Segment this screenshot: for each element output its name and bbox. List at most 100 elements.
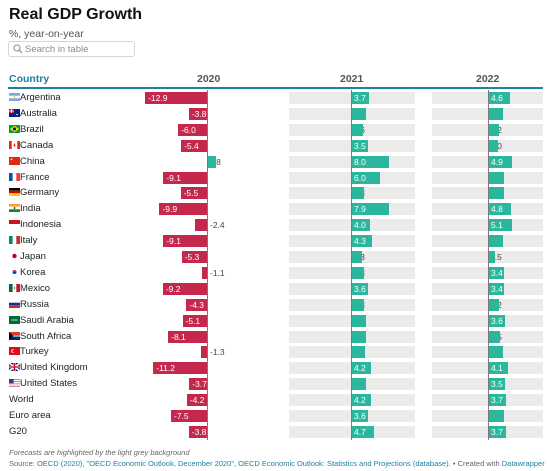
source-link[interactable]: OECD (2020), "OECD Economic Outlook, Dec… bbox=[36, 459, 451, 468]
bar-2022 bbox=[488, 410, 504, 422]
bar-label-2022: 4.9 bbox=[491, 156, 503, 167]
search-input[interactable] bbox=[25, 42, 131, 56]
zero-line-2022 bbox=[488, 233, 489, 250]
zero-line-2020 bbox=[207, 233, 208, 250]
bar-2020 bbox=[200, 346, 207, 359]
zero-line-2020 bbox=[207, 408, 208, 424]
indonesia-flag-icon bbox=[9, 220, 20, 229]
country-name: Korea bbox=[20, 266, 46, 278]
bar-2021 bbox=[351, 139, 368, 152]
bar-2020 bbox=[186, 394, 207, 407]
bar-2020 bbox=[163, 171, 207, 184]
zero-line-2021 bbox=[351, 344, 352, 361]
forecast-background-2022 bbox=[432, 171, 543, 184]
country-name: Italy bbox=[20, 235, 38, 247]
bar-2022 bbox=[488, 346, 504, 359]
table-row: Turkey-1.32.93.2 bbox=[0, 344, 550, 361]
bar-2021 bbox=[351, 425, 374, 438]
table-row: Argentina -12.9 3.7 4.6 bbox=[0, 90, 550, 106]
canada-flag-icon bbox=[9, 140, 20, 149]
column-header-2021[interactable]: 2021 bbox=[340, 73, 364, 85]
forecast-background-2022 bbox=[432, 235, 543, 248]
zero-line-2020 bbox=[207, 312, 208, 329]
column-header-2020[interactable]: 2020 bbox=[197, 73, 221, 85]
bar-2021 bbox=[351, 235, 372, 248]
forecast-background-2022 bbox=[432, 123, 543, 136]
bar-2022 bbox=[488, 394, 506, 407]
zero-line-2022 bbox=[488, 344, 489, 361]
bar-label-2020: -9.9 bbox=[162, 204, 178, 215]
bar-label-2021: 4.7 bbox=[354, 426, 366, 437]
country-name: Indonesia bbox=[20, 219, 62, 231]
bar-2021 bbox=[351, 378, 367, 391]
forecast-background-2022 bbox=[432, 346, 543, 359]
bar-2020 bbox=[145, 92, 207, 104]
bar-2022 bbox=[488, 155, 512, 168]
country-name: Canada bbox=[20, 139, 54, 151]
zero-line-2021 bbox=[351, 185, 352, 202]
zero-line-2020 bbox=[207, 201, 208, 218]
zero-line-2020 bbox=[207, 360, 208, 377]
header-divider bbox=[8, 87, 543, 89]
country-name: Russia bbox=[20, 298, 50, 310]
forecast-background-2022 bbox=[432, 330, 543, 343]
country-name: Australia bbox=[20, 107, 57, 119]
bar-label-2021: 3.6 bbox=[354, 411, 366, 421]
zero-line-2021 bbox=[351, 423, 352, 440]
zero-line-2022 bbox=[488, 360, 489, 377]
forecast-background-2022 bbox=[432, 362, 543, 375]
bar-2022 bbox=[488, 107, 503, 120]
bar-label-2020: -5.1 bbox=[185, 315, 201, 326]
column-header-2022[interactable]: 2022 bbox=[476, 73, 500, 85]
zero-line-2021 bbox=[351, 264, 352, 281]
chart-title: Real GDP Growth bbox=[9, 6, 143, 23]
zero-line-2022 bbox=[488, 376, 489, 393]
bar-2022 bbox=[488, 123, 499, 136]
zero-line-2021 bbox=[351, 392, 352, 409]
bar-label-2021: 4.0 bbox=[354, 220, 366, 231]
datawrapper-link[interactable]: Datawrapper bbox=[501, 459, 545, 468]
zero-line-2022 bbox=[488, 169, 489, 186]
zero-line-2022 bbox=[488, 153, 489, 170]
table-row: Indonesia -2.4 4.0 5.1 bbox=[0, 217, 550, 234]
forecast-background-2022 bbox=[432, 314, 543, 327]
country-name: Japan bbox=[20, 251, 46, 262]
bar-2021 bbox=[351, 314, 367, 327]
bar-label-2020: -5.5 bbox=[183, 188, 199, 199]
bar-label-2020: -8.1 bbox=[171, 331, 186, 342]
zero-line-2020 bbox=[207, 90, 208, 106]
bar-2021 bbox=[351, 251, 363, 263]
country-name: China bbox=[20, 155, 45, 167]
zero-line-2022 bbox=[488, 296, 489, 313]
bar-2021 bbox=[351, 410, 369, 422]
bar-2020 bbox=[168, 330, 207, 343]
zero-line-2020 bbox=[207, 296, 208, 313]
search-box[interactable] bbox=[8, 41, 135, 57]
bar-label-2021: 4.3 bbox=[354, 236, 366, 247]
forecast-background-2022 bbox=[432, 155, 543, 168]
country-name: Turkey bbox=[20, 346, 49, 358]
forecast-background-2022 bbox=[432, 92, 543, 104]
bar-2022 bbox=[488, 425, 506, 438]
bar-label-2022: 5.1 bbox=[491, 220, 503, 231]
source-prefix: Source: bbox=[9, 459, 37, 468]
zero-line-2022 bbox=[488, 312, 489, 329]
bar-label-2022: 4.8 bbox=[491, 204, 503, 215]
bar-2020 bbox=[162, 282, 207, 295]
bar-label-2020: -3.8 bbox=[191, 426, 207, 437]
zero-line-2020 bbox=[207, 328, 208, 345]
bar-2021 bbox=[351, 203, 389, 216]
country-name: G20 bbox=[9, 425, 27, 437]
china-flag-icon bbox=[9, 156, 20, 165]
bar-label-2021: 3.5 bbox=[354, 140, 366, 151]
bar-label-2021: 4.2 bbox=[354, 395, 366, 406]
country-name: Brazil bbox=[20, 123, 44, 135]
column-header-country[interactable]: Country bbox=[9, 73, 50, 85]
country-name: Saudi Arabia bbox=[20, 314, 74, 326]
zero-line-2022 bbox=[488, 105, 489, 122]
bar-label-2021: 6.0 bbox=[354, 172, 366, 183]
zero-line-2021 bbox=[351, 280, 352, 297]
zero-line-2022 bbox=[488, 90, 489, 106]
table-row: China1.88.04.9 bbox=[0, 153, 550, 170]
bar-2022 bbox=[488, 378, 505, 391]
